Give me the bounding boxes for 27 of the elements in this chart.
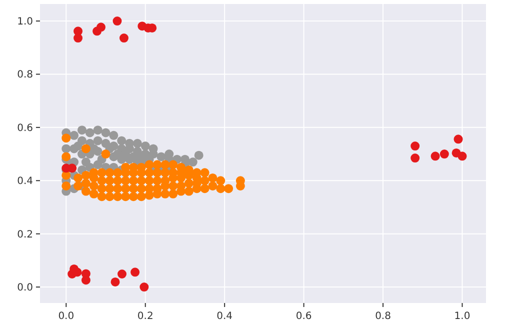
- point: [140, 282, 149, 292]
- point: [440, 150, 449, 159]
- x-tick-label: 0.4: [216, 311, 233, 322]
- point: [96, 22, 106, 32]
- point: [458, 152, 467, 161]
- point: [112, 16, 122, 26]
- point: [130, 268, 140, 277]
- point: [117, 270, 126, 279]
- x-tick-label: 0.2: [137, 311, 154, 322]
- point: [454, 134, 463, 144]
- x-tick-label: 1.0: [454, 311, 470, 322]
- point: [110, 277, 120, 286]
- x-tick-label: 0.8: [375, 311, 391, 322]
- point: [410, 142, 420, 151]
- y-tick-label: 0.4: [17, 176, 33, 188]
- point: [119, 34, 128, 43]
- point: [81, 276, 90, 285]
- y-tick-label: 0.8: [17, 70, 33, 81]
- y-tick-label: 1.0: [17, 16, 33, 28]
- point: [410, 154, 420, 163]
- y-tick-label: 0.0: [17, 282, 33, 294]
- x-tick-label: 0.0: [58, 311, 74, 322]
- point: [74, 34, 83, 43]
- x-tick-label: 0.6: [296, 311, 312, 322]
- y-tick-label: 0.2: [17, 229, 33, 240]
- y-tick-label: 0.6: [17, 122, 33, 134]
- point: [430, 152, 440, 161]
